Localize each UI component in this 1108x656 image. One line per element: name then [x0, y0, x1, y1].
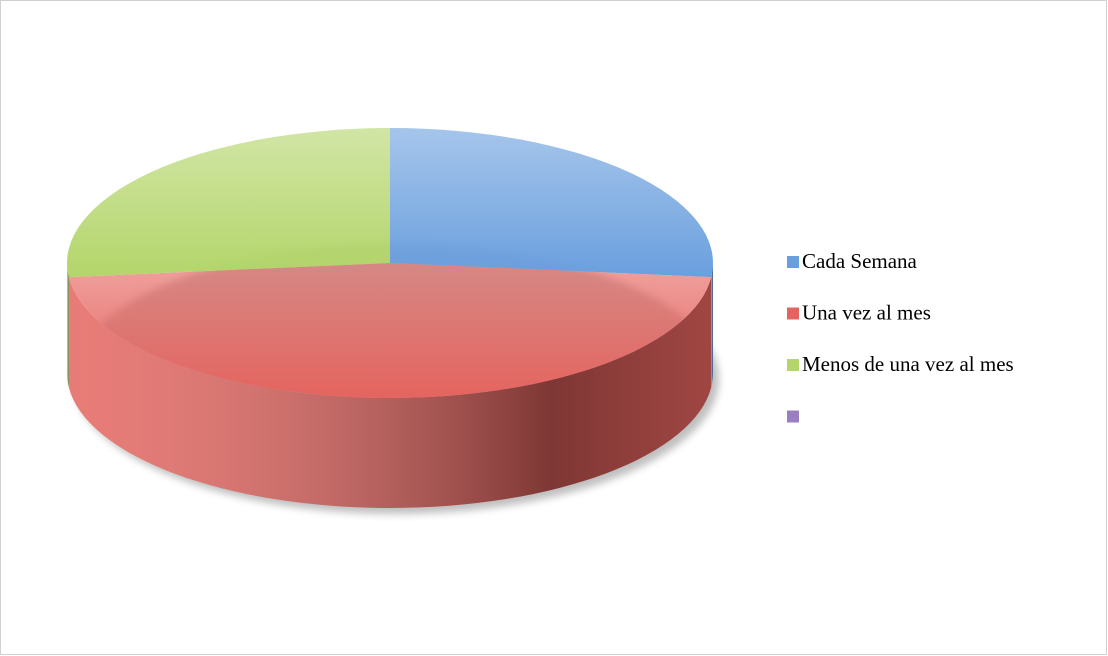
slice-side-shade [67, 263, 69, 388]
slice-side-shade [711, 263, 713, 388]
slice [390, 128, 713, 278]
legend-label: Menos de una vez al mes [802, 352, 1014, 376]
legend-label: Cada Semana [802, 249, 918, 273]
slice-side-shade [68, 277, 712, 508]
legend-swatch [787, 256, 799, 268]
legend-swatch [787, 359, 799, 371]
legend-swatch [787, 410, 799, 423]
legend-label: Una vez al mes [802, 300, 931, 324]
slice [67, 127, 390, 278]
legend-swatch [787, 307, 799, 320]
slice [68, 263, 712, 398]
